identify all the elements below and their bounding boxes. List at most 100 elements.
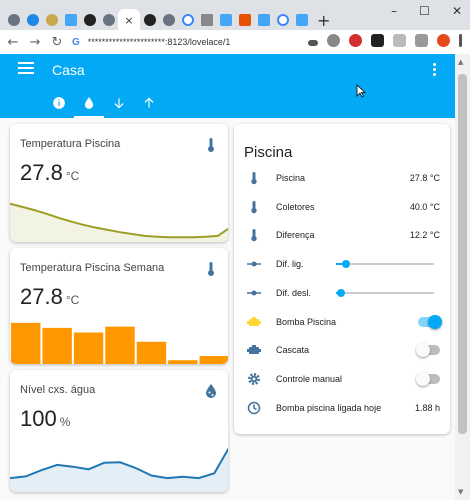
- slider-knob[interactable]: [341, 260, 350, 268]
- browser-tab[interactable]: [216, 9, 235, 31]
- dif-lig-slider[interactable]: [336, 260, 434, 268]
- entity-row-coletores[interactable]: Coletores 40.0 °C: [246, 196, 440, 218]
- extension-icon[interactable]: [371, 34, 384, 47]
- adblock-icon[interactable]: [349, 34, 362, 47]
- github-icon: [143, 14, 156, 26]
- google-icon: [276, 14, 289, 26]
- dif-desl-slider[interactable]: [336, 289, 434, 297]
- cascata-toggle[interactable]: [416, 343, 440, 357]
- entity-row-piscina[interactable]: Piscina 27.8 °C: [246, 167, 440, 189]
- gear-icon: [246, 371, 262, 387]
- sensor-card-temperatura-piscina-semana[interactable]: Temperatura Piscina Semana 27.8 °C: [10, 248, 228, 364]
- address-bar[interactable]: G **********************:8123/lovelace/1: [72, 34, 332, 50]
- card-title: Piscina: [244, 144, 293, 161]
- window-controls: – ☐ ✕: [391, 4, 462, 18]
- scroll-up-icon[interactable]: ▲: [458, 58, 464, 66]
- page-scrollbar[interactable]: ▲ ▼: [455, 54, 470, 500]
- entity-row-bomba-ligada-hoje[interactable]: Bomba piscina ligada hoje 1.88 h: [246, 397, 440, 419]
- browser-toolbar: ← → ↻ G **********************:8123/love…: [0, 30, 470, 54]
- ray-vertex-icon: [246, 256, 262, 272]
- entity-label: Cascata: [276, 345, 310, 355]
- sensor-value: 100%: [20, 406, 71, 431]
- entity-label: Dif. lig.: [276, 259, 304, 269]
- close-window-button[interactable]: ✕: [451, 4, 462, 18]
- entity-value: 12.2 °C: [409, 230, 440, 240]
- browser-tab[interactable]: [61, 9, 80, 31]
- entity-row-controle-manual[interactable]: Controle manual: [246, 368, 440, 390]
- browser-tab[interactable]: [140, 9, 159, 31]
- tab-info[interactable]: [44, 92, 74, 118]
- browser-tab[interactable]: [4, 9, 23, 31]
- entity-row-cascata[interactable]: Cascata: [246, 339, 440, 361]
- tab-favicon-icon: [26, 14, 39, 26]
- chart-area-fill: [10, 449, 228, 492]
- chart-series-line: [10, 447, 228, 480]
- controle-manual-toggle[interactable]: [416, 372, 440, 386]
- chart-bar: [168, 360, 198, 364]
- entity-row-bomba-piscina[interactable]: Bomba Piscina: [246, 311, 442, 333]
- toggle-knob: [428, 315, 442, 329]
- slider-fill: [336, 263, 346, 265]
- tab-arrow-down[interactable]: [104, 92, 134, 118]
- close-tab-icon[interactable]: ×: [124, 13, 134, 27]
- scrollbar-thumb[interactable]: [458, 74, 467, 434]
- browser-tab[interactable]: [80, 9, 99, 31]
- back-button[interactable]: ←: [7, 34, 19, 50]
- slider-knob[interactable]: [336, 289, 345, 297]
- menu-icon[interactable]: [18, 62, 34, 76]
- entity-row-dif-lig: Dif. lig.: [246, 253, 440, 275]
- browser-tab[interactable]: [235, 9, 254, 31]
- chart-bar: [42, 327, 72, 364]
- tab-favicon-icon: [64, 14, 77, 26]
- browser-tab-active[interactable]: ×: [118, 9, 140, 31]
- sensor-card-temperatura-piscina[interactable]: Temperatura Piscina 27.8 °C: [10, 124, 228, 242]
- browser-tab[interactable]: [292, 9, 311, 31]
- toggle-knob: [416, 343, 430, 357]
- browser-tab[interactable]: [254, 9, 273, 31]
- puzzle-icon[interactable]: [415, 34, 428, 47]
- entity-label: Controle manual: [276, 374, 343, 384]
- sensor-history-chart: [10, 447, 228, 492]
- google-icon: [181, 14, 194, 26]
- toggle-knob: [416, 372, 430, 386]
- extension-icon[interactable]: [327, 34, 340, 47]
- key-icon[interactable]: [308, 39, 318, 46]
- more-options-icon[interactable]: [433, 63, 437, 78]
- browser-tab[interactable]: [178, 9, 197, 31]
- reload-button[interactable]: ↻: [51, 34, 63, 50]
- browser-tab[interactable]: [42, 9, 61, 31]
- tab-favicon-icon: [102, 14, 115, 26]
- new-tab-button[interactable]: +: [317, 10, 331, 30]
- tab-arrow-up[interactable]: [134, 92, 164, 118]
- view-tabs: [44, 92, 164, 118]
- entity-label: Dif. desl.: [276, 288, 312, 298]
- ray-vertex-icon: [246, 285, 262, 301]
- tab-favicon-icon: [45, 14, 58, 26]
- sensor-name: Nível cxs. água: [20, 384, 96, 396]
- sensor-card-nivel-agua[interactable]: Nível cxs. água 100%: [10, 370, 228, 492]
- browser-tab[interactable]: [99, 9, 118, 31]
- chart-bar: [11, 322, 41, 364]
- github-icon: [83, 14, 96, 26]
- scroll-down-icon[interactable]: ▼: [458, 488, 464, 496]
- browser-tab[interactable]: [273, 9, 292, 31]
- bomba-piscina-toggle[interactable]: [418, 315, 442, 329]
- chart-area-fill: [10, 203, 228, 242]
- entity-row-diferenca[interactable]: Diferença 12.2 °C: [246, 224, 440, 246]
- tab-strip: × +: [4, 8, 330, 32]
- forward-button[interactable]: →: [29, 34, 41, 50]
- profile-avatar[interactable]: [437, 34, 450, 47]
- browser-tab[interactable]: [23, 9, 42, 31]
- extensions-bar: [308, 34, 462, 47]
- arrow-down-icon: [114, 98, 124, 109]
- tab-water[interactable]: [74, 92, 104, 118]
- browser-tab[interactable]: [159, 9, 178, 31]
- browser-tab[interactable]: [197, 9, 216, 31]
- maximize-button[interactable]: ☐: [419, 4, 430, 18]
- minimize-button[interactable]: –: [391, 4, 398, 18]
- chart-bar: [73, 332, 104, 364]
- extension-icon[interactable]: [393, 34, 406, 47]
- chart-bar: [136, 341, 167, 364]
- browser-menu-icon[interactable]: [459, 34, 462, 47]
- engine-icon: [246, 314, 262, 330]
